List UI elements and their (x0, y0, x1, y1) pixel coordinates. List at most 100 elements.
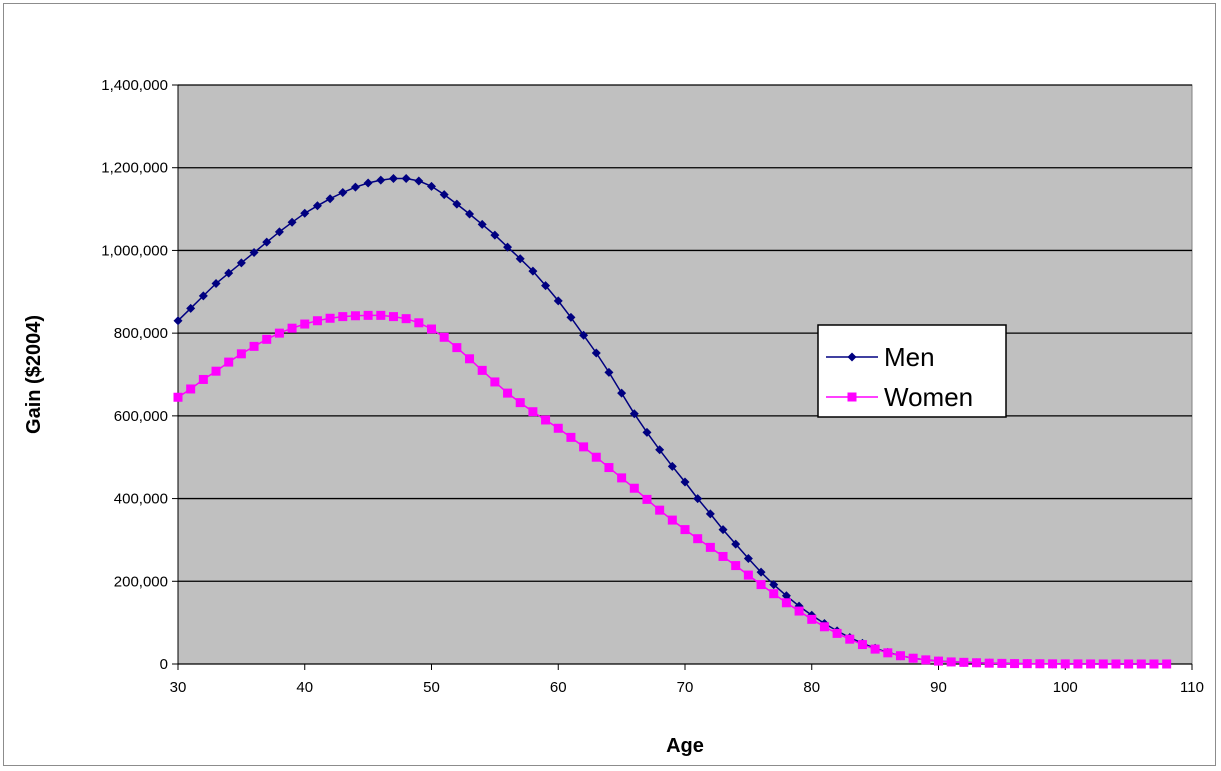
data-point-men (173, 316, 183, 326)
series-women (173, 310, 1172, 669)
data-point-women (1111, 659, 1121, 669)
data-point-women (705, 542, 715, 552)
data-point-women (388, 312, 398, 322)
data-point-men (427, 181, 436, 191)
data-point-women (731, 561, 741, 571)
data-point-women (769, 589, 779, 599)
data-point-men (541, 281, 551, 291)
data-point-women (1162, 659, 1172, 669)
data-point-women (249, 341, 259, 351)
data-point-women (287, 323, 297, 333)
y-tick-label: 1,000,000 (101, 242, 168, 259)
data-point-women (490, 377, 500, 387)
legend-marker-women (847, 392, 857, 402)
data-point-women (883, 648, 893, 658)
data-point-men (566, 312, 576, 322)
data-point-men (249, 247, 259, 257)
data-point-men (477, 219, 487, 229)
data-point-women (934, 656, 943, 666)
data-point-women (1149, 659, 1159, 669)
data-point-men (312, 201, 322, 211)
data-point-women (414, 318, 424, 328)
data-point-women (312, 316, 322, 326)
data-point-women (325, 313, 335, 323)
data-point-men (465, 209, 475, 219)
data-point-women (908, 653, 918, 663)
series-group (173, 173, 1172, 669)
y-tick-label: 0 (160, 656, 168, 673)
data-point-women (832, 628, 842, 638)
data-point-men (414, 176, 424, 186)
data-point-men (680, 477, 690, 487)
y-tick-label: 200,000 (114, 573, 168, 590)
data-point-women (807, 614, 817, 624)
data-point-women (857, 640, 867, 650)
x-tick-label: 110 (1180, 679, 1204, 696)
data-point-men (224, 268, 234, 278)
data-point-women (680, 525, 690, 535)
x-tick-label: 30 (170, 679, 187, 696)
data-point-men (769, 580, 779, 590)
x-tick-label: 100 (1053, 679, 1078, 696)
data-point-men (515, 254, 525, 264)
y-tick-label: 600,000 (114, 408, 168, 425)
data-point-men (363, 178, 373, 188)
data-point-men (667, 461, 677, 471)
data-point-women (895, 651, 905, 661)
x-axis-ticks: 30 40 50 60 70 80 90 100 110 (170, 85, 1204, 696)
x-axis-title: Age (666, 735, 704, 757)
data-point-men (718, 525, 728, 535)
y-tick-label: 1,200,000 (101, 160, 168, 177)
data-point-men (376, 175, 386, 185)
data-point-women (452, 343, 462, 353)
data-point-women (1098, 659, 1108, 669)
y-axis-ticks: 0 200,000 400,000 600,000 800,000 1,000,000 1,… (101, 77, 178, 673)
data-point-men (591, 348, 601, 358)
data-point-men (401, 173, 411, 183)
data-point-men (528, 266, 538, 276)
y-tick-label: 1,400,000 (101, 77, 168, 94)
data-point-women (1073, 659, 1083, 669)
data-point-women (1060, 659, 1070, 669)
data-point-women (655, 505, 665, 515)
data-point-women (1086, 659, 1096, 669)
legend-marker-men (847, 352, 857, 362)
data-point-women (579, 442, 589, 452)
data-point-men (579, 330, 589, 340)
data-point-women (959, 657, 969, 667)
data-point-men (236, 258, 246, 268)
data-point-women (984, 658, 994, 668)
legend-box (817, 324, 1007, 418)
data-point-women (845, 634, 855, 644)
data-point-women (262, 334, 272, 344)
data-point-men (338, 188, 348, 198)
data-point-women (439, 332, 449, 342)
data-point-men (325, 194, 335, 204)
data-point-women (693, 534, 703, 544)
legend-marker-shape (847, 352, 857, 362)
data-point-women (1124, 659, 1134, 669)
data-point-men (262, 237, 272, 247)
data-point-men (693, 494, 703, 504)
y-tick-label: 400,000 (114, 491, 168, 508)
data-point-men (503, 242, 513, 252)
data-point-men (756, 567, 766, 577)
legend: Men Women (817, 324, 1007, 418)
data-point-women (477, 365, 487, 375)
data-point-women (236, 349, 246, 359)
data-point-men (452, 199, 462, 209)
data-point-women (819, 622, 829, 632)
data-point-women (376, 310, 386, 320)
data-point-women (921, 655, 931, 665)
data-point-men (705, 509, 715, 519)
legend-label-women: Women (884, 382, 973, 412)
data-point-women (553, 423, 563, 433)
data-point-women (997, 658, 1007, 668)
data-point-women (794, 606, 804, 616)
data-point-men (439, 190, 449, 200)
data-point-men (617, 388, 627, 398)
data-point-women (629, 483, 639, 493)
data-point-men (186, 303, 196, 313)
x-tick-label: 50 (423, 679, 440, 696)
data-point-women (515, 398, 525, 408)
